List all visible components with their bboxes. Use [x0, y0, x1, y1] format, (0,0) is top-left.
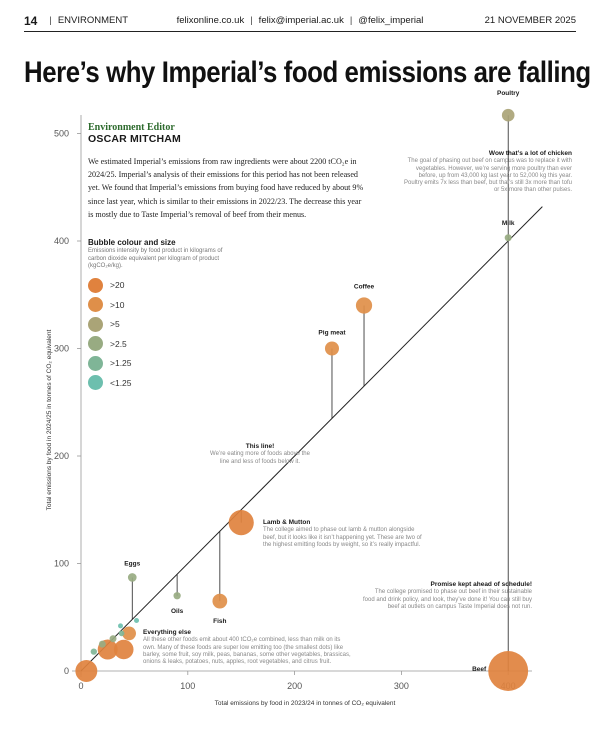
- data-point: [212, 593, 228, 609]
- headline: Here’s why Imperial’s food emissions are…: [24, 56, 591, 89]
- legend-label: >1.25: [110, 358, 132, 369]
- legend-label: <1.25: [110, 377, 132, 388]
- legend-item: >2.5: [88, 334, 238, 354]
- data-point: [324, 341, 339, 356]
- data-point: [113, 639, 134, 660]
- y-tick-label: 100: [54, 559, 69, 569]
- data-point: [122, 626, 136, 641]
- email-link[interactable]: felix@imperial.ac.uk: [258, 15, 344, 26]
- social-handle[interactable]: @felix_imperial: [358, 15, 424, 26]
- data-point: [173, 592, 181, 600]
- y-axis-label: Total emissions by food in 2024/25 in to…: [46, 329, 53, 510]
- legend-swatch: [88, 277, 103, 293]
- legend-item: >1.25: [88, 354, 238, 374]
- byline-role: Environment Editor: [88, 122, 175, 133]
- intro-paragraph: We estimated Imperial’s emissions from r…: [88, 157, 364, 219]
- data-point: [504, 234, 512, 242]
- x-tick-label: 100: [180, 681, 195, 691]
- data-point: [355, 297, 373, 314]
- y-tick-label: 500: [54, 129, 69, 139]
- data-point: [488, 651, 529, 691]
- annotation-poultry: Wow that’s a lot of chicken The goal of …: [404, 150, 572, 194]
- annotation-beef: Promise kept ahead of schedule! The coll…: [363, 581, 532, 610]
- point-label: Poultry: [497, 90, 520, 97]
- data-point: [501, 108, 515, 122]
- data-point: [75, 660, 98, 682]
- issue-date: 21 NOVEMBER 2025: [484, 15, 576, 26]
- legend-swatch: [88, 316, 103, 332]
- legend-label: >5: [110, 319, 120, 330]
- contact-line: felixonline.co.uk | felix@imperial.ac.uk | @…: [176, 15, 424, 26]
- point-label: Fish: [213, 618, 226, 625]
- annotation-this-line: This line! We’re eating more of foods ab…: [210, 443, 310, 465]
- point-label: Milk: [502, 220, 515, 227]
- point-label: Coffee: [354, 284, 375, 291]
- legend-title: Bubble colour and size: [88, 238, 176, 247]
- legend-swatch: [88, 375, 103, 391]
- y-tick-label: 0: [64, 666, 69, 676]
- legend-item: >20: [88, 276, 238, 296]
- x-tick-label: 200: [287, 681, 302, 691]
- x-tick-label: 0: [78, 681, 83, 691]
- point-label: Oils: [171, 608, 184, 615]
- legend-item: <1.25: [88, 373, 238, 393]
- legend-label: >20: [110, 280, 125, 291]
- legend-label: >10: [110, 299, 125, 310]
- masthead: 14 | ENVIRONMENT felixonline.co.uk | felix…: [24, 10, 576, 32]
- legend-subtitle: Emissions intensity by food product in k…: [88, 248, 223, 269]
- x-axis-label: Total emissions by food in 2023/24 in to…: [215, 700, 396, 707]
- point-label: Eggs: [124, 560, 140, 567]
- y-tick-label: 300: [54, 344, 69, 354]
- point-label: Beef: [472, 666, 487, 673]
- legend-item: >10: [88, 295, 238, 315]
- legend-item: >5: [88, 315, 238, 335]
- legend-label: >2.5: [110, 338, 127, 349]
- data-point: [127, 573, 137, 582]
- point-label: Pig meat: [318, 330, 346, 337]
- data-point: [228, 510, 254, 536]
- legend-swatch: [88, 355, 103, 371]
- data-point: [118, 623, 124, 629]
- bubble-legend: Bubble colour and size Emissions intensi…: [88, 238, 238, 393]
- data-point: [90, 648, 97, 655]
- data-point: [134, 617, 140, 623]
- data-point: [118, 630, 125, 637]
- legend-swatch: [88, 297, 103, 313]
- x-tick-label: 300: [394, 681, 409, 691]
- byline-name: OSCAR MITCHAM: [88, 133, 182, 145]
- data-point: [109, 635, 117, 643]
- data-point: [98, 640, 106, 648]
- y-tick-label: 400: [54, 236, 69, 246]
- annotation-everything-else: Everything else All these other foods em…: [143, 629, 351, 666]
- legend-swatch: [88, 336, 103, 352]
- y-tick-label: 200: [54, 451, 69, 461]
- section-name: ENVIRONMENT: [57, 15, 129, 26]
- annotation-lamb: Lamb & Mutton The college aimed to phase…: [263, 519, 422, 548]
- site-link[interactable]: felixonline.co.uk: [176, 15, 245, 26]
- reference-line: [80, 206, 543, 672]
- page-number: 14: [24, 13, 38, 28]
